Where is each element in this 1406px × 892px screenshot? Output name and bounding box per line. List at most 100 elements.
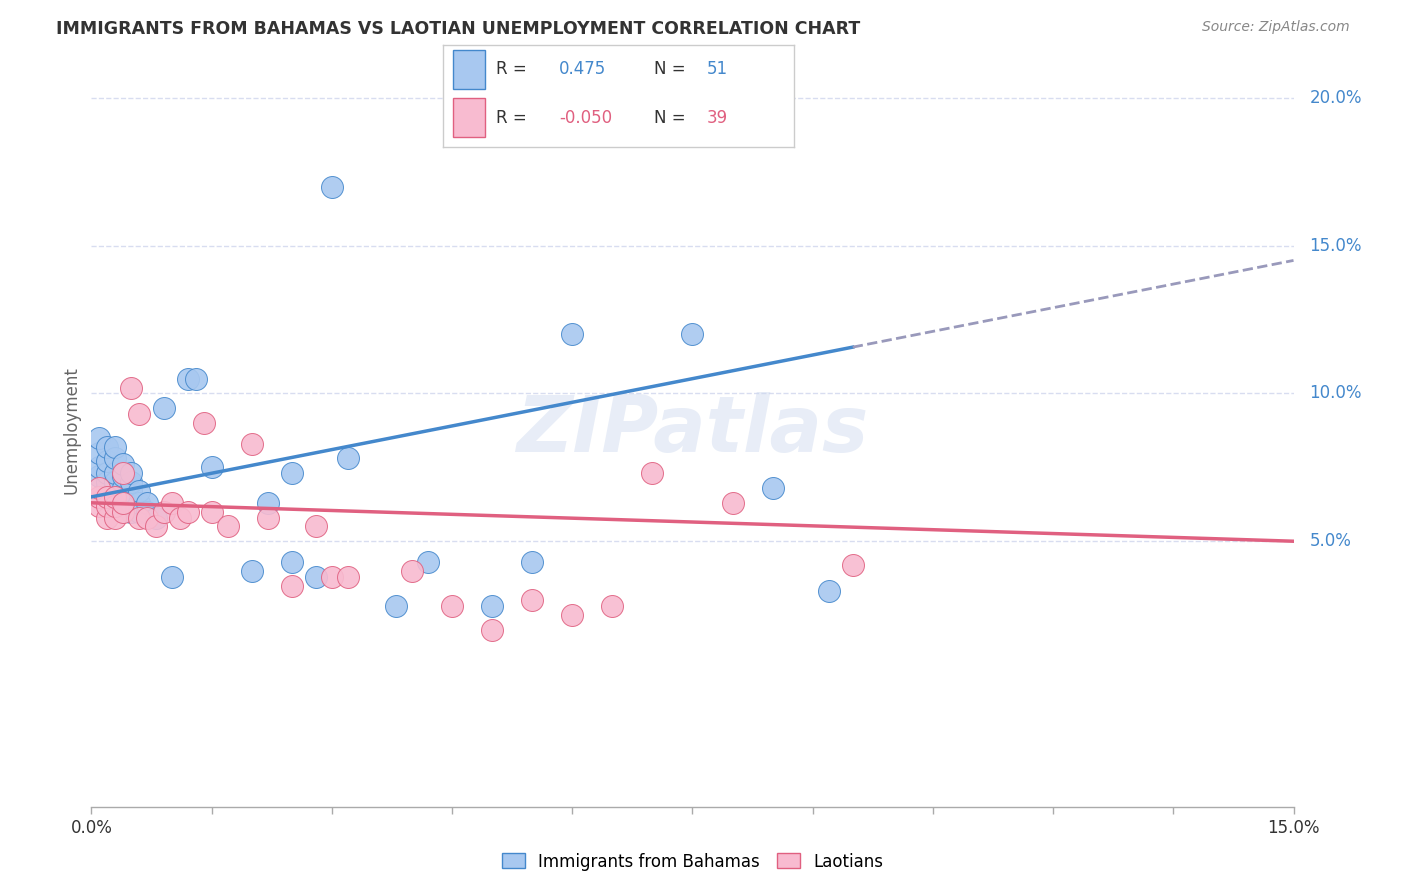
Point [176, 372, 198, 386]
Point [305, 519, 328, 533]
Point [128, 505, 150, 519]
Point [121, 380, 143, 394]
Point [762, 481, 785, 495]
Point [321, 179, 343, 194]
Point [112, 496, 135, 510]
Point [104, 440, 127, 454]
Point [281, 578, 304, 592]
Bar [453, 98, 485, 137]
Point [336, 451, 359, 466]
Point [240, 564, 263, 578]
Point [481, 623, 503, 637]
Point [841, 558, 863, 572]
Point [128, 496, 150, 510]
Point [96, 467, 118, 481]
Point [89, 431, 111, 445]
Text: 51: 51 [706, 61, 728, 78]
Point [256, 496, 278, 510]
Point [121, 475, 143, 489]
Point [89, 490, 111, 504]
Point [481, 599, 503, 614]
Point [121, 483, 143, 498]
Point [104, 490, 127, 504]
Text: 5.0%: 5.0% [1309, 533, 1351, 550]
Point [96, 490, 118, 504]
Point [128, 510, 150, 524]
Point [112, 505, 135, 519]
Point [281, 555, 304, 569]
Point [104, 510, 127, 524]
Point [193, 416, 215, 430]
Text: ZIPatlas: ZIPatlas [516, 392, 869, 468]
Point [104, 475, 127, 489]
Point [112, 458, 135, 472]
Bar [453, 50, 485, 88]
Text: 15.0%: 15.0% [1309, 236, 1362, 254]
Point [112, 499, 135, 513]
Point [89, 481, 111, 495]
Point [385, 599, 408, 614]
Point [522, 555, 544, 569]
Point [96, 454, 118, 468]
Point [121, 505, 143, 519]
Text: 10.0%: 10.0% [1309, 384, 1362, 402]
Point [96, 440, 118, 454]
Point [160, 496, 183, 510]
Legend: Immigrants from Bahamas, Laotians: Immigrants from Bahamas, Laotians [502, 853, 883, 871]
Text: R =: R = [495, 110, 526, 128]
Point [96, 481, 118, 495]
Point [336, 570, 359, 584]
Point [817, 584, 839, 599]
Point [112, 481, 135, 495]
Point [104, 499, 127, 513]
Point [641, 467, 664, 481]
Point [522, 593, 544, 607]
Point [89, 460, 111, 475]
Point [104, 467, 127, 481]
Point [561, 608, 583, 623]
Point [169, 510, 191, 524]
Y-axis label: Unemployment: Unemployment [62, 367, 80, 494]
Point [305, 570, 328, 584]
Point [112, 469, 135, 483]
Point [104, 490, 127, 504]
Point [602, 599, 624, 614]
Point [416, 555, 439, 569]
Point [321, 570, 343, 584]
Point [128, 407, 150, 421]
Point [112, 490, 135, 504]
Point [256, 510, 278, 524]
Text: R =: R = [495, 61, 526, 78]
Point [121, 467, 143, 481]
Point [440, 599, 463, 614]
Text: -0.050: -0.050 [560, 110, 612, 128]
Point [136, 496, 159, 510]
Point [112, 467, 135, 481]
Point [89, 445, 111, 459]
Point [681, 327, 703, 342]
Text: IMMIGRANTS FROM BAHAMAS VS LAOTIAN UNEMPLOYMENT CORRELATION CHART: IMMIGRANTS FROM BAHAMAS VS LAOTIAN UNEMP… [56, 20, 860, 37]
Text: 0.475: 0.475 [560, 61, 606, 78]
Text: 39: 39 [706, 110, 728, 128]
Point [281, 467, 304, 481]
Text: 20.0%: 20.0% [1309, 89, 1362, 107]
Point [145, 510, 167, 524]
Point [184, 372, 207, 386]
Point [217, 519, 239, 533]
Point [96, 510, 118, 524]
Point [152, 505, 174, 519]
Point [121, 496, 143, 510]
Point [176, 505, 198, 519]
Point [561, 327, 583, 342]
Point [160, 570, 183, 584]
Point [89, 469, 111, 483]
Point [96, 475, 118, 489]
Text: Source: ZipAtlas.com: Source: ZipAtlas.com [1202, 20, 1350, 34]
Point [401, 564, 423, 578]
Point [152, 401, 174, 416]
Point [721, 496, 744, 510]
Point [128, 483, 150, 498]
Point [240, 436, 263, 450]
Point [104, 481, 127, 495]
Point [136, 510, 159, 524]
